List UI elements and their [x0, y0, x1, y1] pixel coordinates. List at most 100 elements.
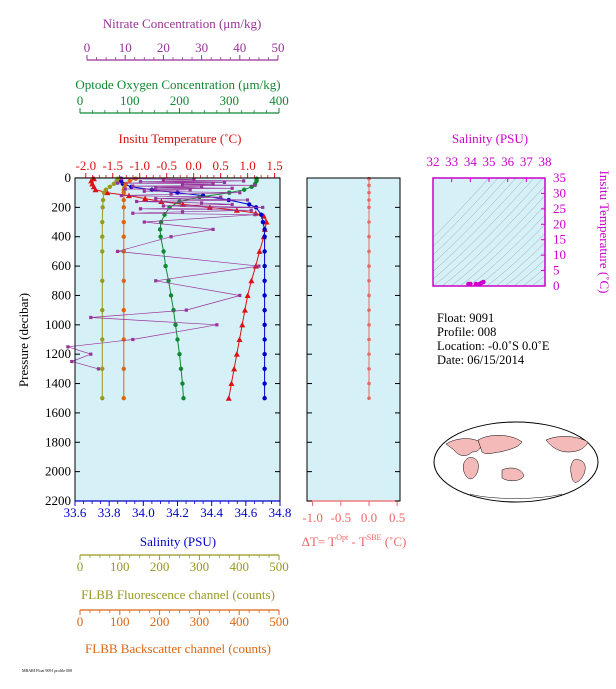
- delta-t-point: [367, 396, 371, 401]
- salinity-point: [260, 219, 266, 225]
- temperature-tick-label: 0.5: [213, 158, 229, 173]
- delta-t-point: [367, 352, 371, 356]
- ts-y-tick-label: 20: [553, 216, 566, 231]
- salinity-point: [262, 263, 267, 269]
- fluorescence-point: [100, 307, 105, 313]
- temperature-point: [92, 186, 99, 193]
- oxygen-point: [168, 293, 174, 298]
- oxygen-point: [161, 249, 166, 254]
- nitrate-point: [115, 249, 120, 254]
- nitrate-point: [161, 178, 165, 182]
- temperature-point: [142, 195, 149, 202]
- temperature-axis: Insitu Temperature (˚C) -2.0 -1.5 -1.0 -0.5…: [75, 131, 283, 179]
- map-land-africa: [463, 457, 479, 480]
- pressure-axis-label: Pressure (decibar): [16, 293, 31, 387]
- ts-density-contour: [433, 178, 517, 264]
- nitrate-point: [115, 181, 120, 185]
- oxygen-point: [177, 199, 182, 204]
- fluorescence-tick-label: 100: [110, 559, 130, 574]
- nitrate-point: [161, 204, 165, 208]
- nitrate-point: [131, 211, 135, 215]
- oxygen-point: [158, 234, 163, 239]
- ts-density-contour: [433, 178, 508, 256]
- ts-y-tick-label: 5: [553, 263, 560, 278]
- nitrate-point: [253, 183, 257, 187]
- backscatter-tick-label: 400: [229, 614, 249, 629]
- salinity-point: [262, 322, 267, 328]
- oxygen-tick-label: 0: [77, 93, 84, 108]
- nitrate-point: [249, 208, 253, 212]
- delta-t-tick-label: -1.0: [302, 510, 323, 525]
- delta-t-point: [367, 183, 371, 188]
- pressure-tick-label: 1600: [45, 405, 71, 420]
- salinity-point: [262, 337, 267, 342]
- backscatter-point: [121, 366, 126, 372]
- ts-y-tick-label: 15: [553, 232, 566, 247]
- ts-y-tick-label: 35: [553, 170, 566, 185]
- nitrate-point: [89, 352, 93, 356]
- ts-density-contour: [531, 275, 545, 286]
- salinity-point: [262, 278, 267, 283]
- backscatter-tick-label: 500: [269, 614, 289, 629]
- oxygen-point: [241, 187, 247, 192]
- pressure-tick-label: 1400: [45, 376, 71, 391]
- nitrate-point: [200, 201, 204, 205]
- nitrate-point: [253, 213, 257, 217]
- nitrate-point: [154, 196, 158, 201]
- map-land-australia: [501, 467, 525, 481]
- nitrate-tick-label: 50: [272, 40, 285, 55]
- nitrate-point: [200, 185, 204, 189]
- oxygen-point: [157, 227, 163, 232]
- delta-t-tick-label: 0.5: [389, 510, 405, 525]
- salinity-tick-label: 33.6: [64, 505, 87, 520]
- fluorescence-point: [100, 205, 105, 210]
- ts-density-contour: [433, 178, 544, 286]
- world-map: [433, 421, 599, 503]
- delta-t-plot-area: [307, 178, 400, 501]
- temperature-series-line: [90, 178, 268, 399]
- oxygen-point: [162, 212, 167, 217]
- delta-t-point: [367, 190, 371, 195]
- backscatter-point: [121, 219, 126, 225]
- nitrate-point: [131, 184, 135, 188]
- temperature-point: [263, 219, 270, 225]
- salinity-point: [262, 366, 267, 372]
- ts-x-tick-label: 32: [427, 154, 440, 169]
- map-land-asia: [477, 435, 523, 455]
- nitrate-point: [169, 192, 173, 196]
- temperature-point: [233, 351, 240, 357]
- backscatter-point: [127, 178, 132, 184]
- nitrate-point: [230, 186, 234, 190]
- date-text: Date: 06/15/2014: [437, 353, 525, 367]
- ts-x-tick-label: 34: [464, 154, 478, 169]
- backscatter-point: [121, 205, 126, 210]
- nitrate-point: [261, 205, 265, 209]
- delta-t-point: [367, 308, 371, 312]
- ts-density-contour: [450, 195, 545, 286]
- pressure-tick-label: 0: [65, 170, 72, 185]
- nitrate-point: [230, 202, 234, 207]
- nitrate-point: [119, 177, 123, 181]
- temperature-tick-label: 0.0: [186, 158, 202, 173]
- oxygen-axis-label: Optode Oxygen Concentration (μm/kg): [75, 77, 280, 92]
- nitrate-series-line: [67, 178, 263, 370]
- profile-text: Profile: 008: [437, 325, 496, 339]
- nitrate-point: [119, 194, 123, 198]
- ts-density-contour: [504, 250, 545, 286]
- nitrate-point: [257, 264, 261, 268]
- pressure-tick-label: 1800: [45, 434, 71, 449]
- ts-density-contour: [433, 178, 490, 238]
- float-id-text: Float: 9091: [437, 311, 494, 325]
- fluorescence-point: [100, 396, 105, 401]
- temperature-point: [236, 336, 243, 342]
- temperature-tick-label: -1.0: [129, 158, 150, 173]
- temperature-point: [244, 292, 251, 298]
- nitrate-point: [180, 210, 185, 214]
- temperature-tick-label: -2.0: [75, 158, 96, 173]
- oxygen-tick-label: 200: [170, 93, 190, 108]
- nitrate-point: [211, 182, 215, 186]
- oxygen-tick-label: 100: [120, 93, 140, 108]
- fluorescence-tick-label: 300: [190, 559, 210, 574]
- temperature-point: [239, 321, 246, 328]
- fluorescence-axis: 0 100 200 300 400 500 FLBB Fluorescence chann…: [77, 554, 289, 602]
